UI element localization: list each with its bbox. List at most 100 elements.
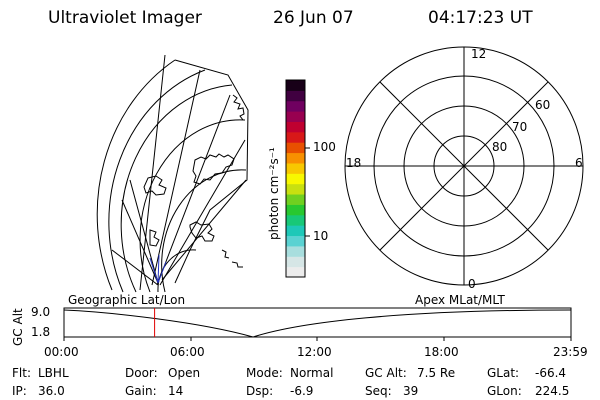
gain-label: Gain:: [125, 384, 157, 398]
timeline-frame: [63, 307, 572, 338]
colorbar-cell: [286, 204, 305, 216]
coastline: [231, 261, 243, 268]
map-lat-circle: [108, 69, 206, 293]
x-tick-label-0600: 06:00: [170, 345, 205, 359]
map-meridian: [151, 69, 201, 286]
colorbar-unit-label: photon cm⁻²s⁻¹: [267, 147, 281, 240]
colorbar-cell: [286, 131, 305, 143]
mlat-label-70: 70: [512, 120, 528, 134]
mlt-label-18: 18: [346, 156, 362, 170]
coastline: [149, 229, 160, 247]
colorbar-cell: [286, 225, 305, 237]
map-lat-circle: [161, 169, 247, 293]
timeline-y-tick-9: 9.0: [31, 305, 51, 319]
colorbar-cell: [286, 173, 305, 185]
colorbar-tick-label-10: 10: [313, 229, 329, 243]
ip-value: 36.0: [38, 384, 65, 398]
colorbar-cell: [286, 100, 305, 112]
colorbar-tick-label-100: 100: [313, 140, 336, 154]
colorbar-cell: [286, 183, 305, 195]
colorbar-cell: [286, 235, 305, 247]
door-label: Door:: [125, 366, 158, 380]
filter-label: Flt:: [12, 366, 31, 380]
dsp-value: -6.9: [290, 384, 314, 398]
coastline: [221, 249, 230, 259]
timeline-y-tick-1-8: 1.8: [31, 325, 51, 339]
x-tick-label-1200: 12:00: [297, 345, 332, 359]
image-time: 04:17:23 UT: [428, 8, 533, 28]
x-tick-label-1800: 18:00: [424, 345, 459, 359]
orbit-altitude-curve: [63, 309, 572, 338]
coastline-landmass: [192, 153, 235, 185]
map-grid: [96, 54, 249, 293]
colorbar: [286, 80, 305, 278]
colorbar-cell: [286, 245, 305, 257]
seq-value: 39: [403, 384, 419, 398]
glon-label: GLon:: [487, 384, 522, 398]
x-tick-label-2359: 23:59: [553, 345, 588, 359]
map-lat-circle: [139, 119, 246, 293]
glat-value: -66.4: [535, 366, 567, 380]
x-tick-label-0000: 00:00: [44, 345, 79, 359]
satellite-track-line: [149, 257, 159, 284]
map-meridian: [159, 139, 246, 286]
satellite-track-line: [157, 261, 167, 284]
colorbar-cell: [286, 266, 305, 278]
timeline-right-caption: Apex MLat/MLT: [415, 293, 505, 307]
colorbar-ticks: [305, 147, 310, 237]
timeline-y-axis-label: GC Alt: [11, 308, 25, 346]
mlt-label-0: 0: [468, 277, 476, 291]
polar-diagonal: [379, 81, 549, 251]
mode-value: Normal: [290, 366, 334, 380]
seq-label: Seq:: [365, 384, 392, 398]
timeline-x-ticks: [63, 337, 572, 341]
map-lat-circle-outer: [96, 59, 176, 291]
colorbar-cell: [286, 162, 305, 174]
filter-value: LBHL: [38, 366, 69, 380]
colorbar-cell: [286, 90, 305, 102]
map-meridian: [156, 94, 231, 286]
polar-circle-60: [373, 75, 555, 257]
colorbar-cell: [286, 142, 305, 154]
coastline-landmass: [143, 175, 167, 196]
field-of-view-edge: [174, 59, 249, 284]
map-meridian: [129, 179, 159, 284]
mlt-label-12: 12: [471, 47, 487, 61]
ip-label: IP:: [12, 384, 27, 398]
gain-value: 14: [168, 384, 184, 398]
colorbar-cell: [286, 214, 305, 226]
colorbar-cell: [286, 152, 305, 164]
colorbar-cell: [286, 194, 305, 205]
polar-circle-80: [433, 135, 495, 197]
colorbar-frame: [285, 79, 306, 278]
image-date: 26 Jun 07: [273, 8, 354, 28]
glat-label: GLat:: [487, 366, 520, 380]
coastline: [232, 94, 245, 121]
colorbar-cell: [286, 256, 305, 268]
mlt-label-6: 6: [575, 156, 583, 170]
glon-value: 224.5: [535, 384, 570, 398]
dsp-label: Dsp:: [246, 384, 274, 398]
satellite-track-line: [157, 254, 160, 284]
gc-alt-value: 7.5 Re: [417, 366, 456, 380]
map-lat-circle-inner: [157, 249, 197, 293]
colorbar-cell: [286, 111, 305, 122]
colorbar-cell: [286, 121, 305, 133]
coastline-landmass: [189, 221, 215, 242]
mode-label: Mode:: [246, 366, 283, 380]
map-lat-circle: [120, 84, 233, 293]
polar-circle-50: [344, 46, 584, 286]
colorbar-cell: [286, 80, 305, 91]
mlat-label-80: 80: [492, 140, 508, 154]
map-meridian: [139, 54, 166, 291]
instrument-title: Ultraviolet Imager: [48, 8, 202, 28]
polar-diagonal: [379, 81, 549, 251]
mlat-label-60: 60: [535, 98, 551, 112]
polar-circle-70: [403, 105, 525, 227]
map-meridian: [111, 249, 159, 286]
satellite-track: [149, 254, 167, 284]
